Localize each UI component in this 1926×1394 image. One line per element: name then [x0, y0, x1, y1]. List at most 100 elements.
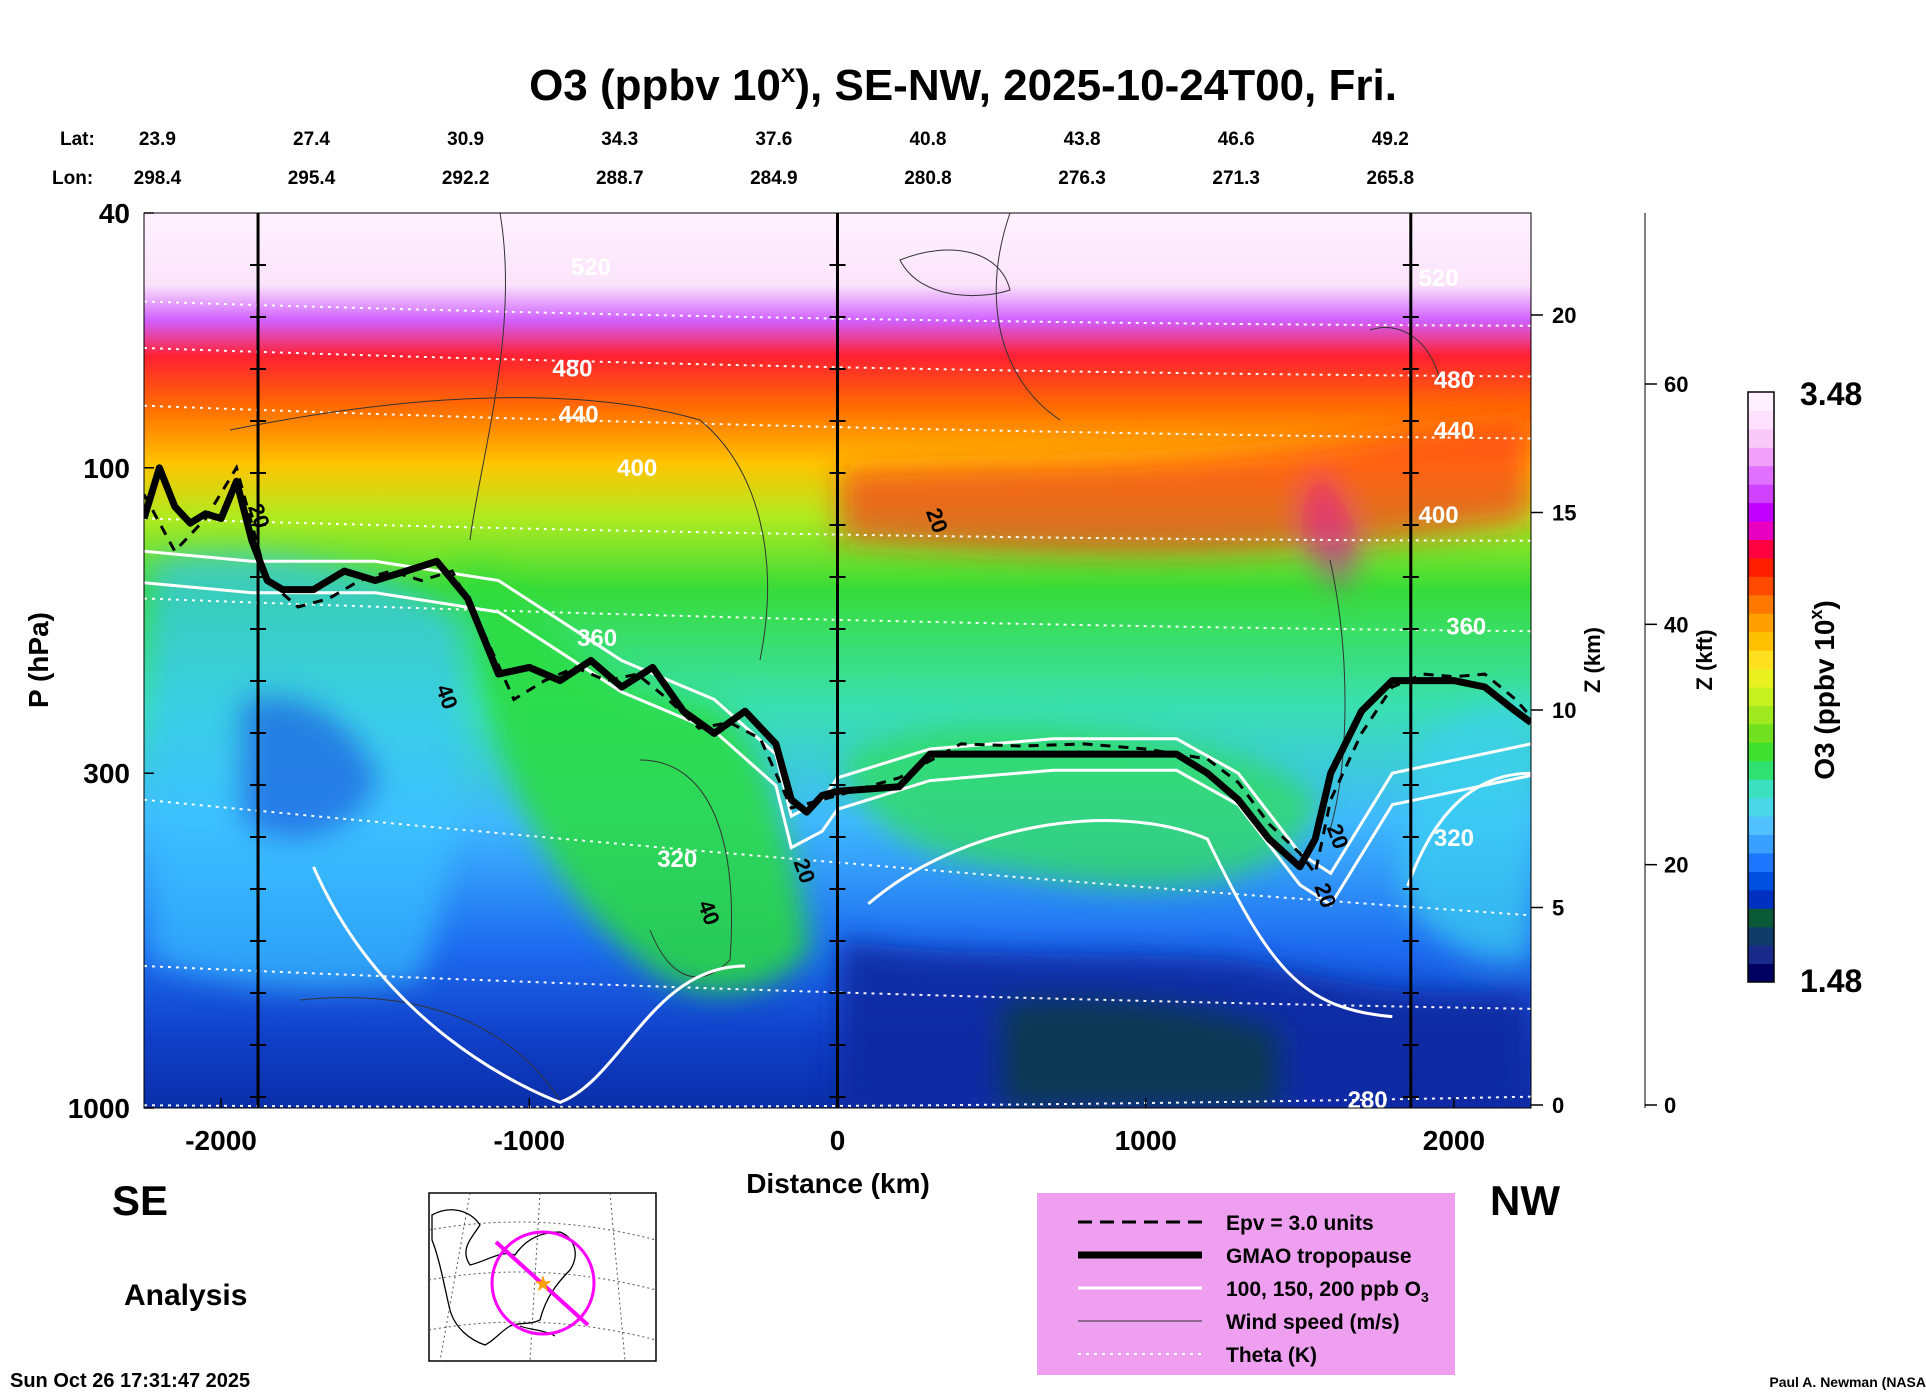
station-lon: 295.4: [288, 168, 336, 189]
x-tick-label: 0: [830, 1125, 846, 1156]
colorbar-swatch: [1748, 428, 1774, 448]
colorbar-swatch: [1748, 687, 1774, 706]
colorbar: [1747, 391, 1775, 983]
wind-contour: [229, 397, 768, 661]
theta-label: 320: [1434, 825, 1474, 852]
timestamp: Sun Oct 26 17:31:47 2025: [10, 1370, 250, 1392]
plot-area: 5204804404003603202804404003603205204802…: [144, 213, 1531, 1114]
wind-contour: [639, 759, 733, 978]
station-lat-lon-labels: 23.9 298.4 27.4 295.4 30.9 292.2 34.3 288.7 37.6…: [134, 129, 1414, 189]
legend-label: Wind speed (m/s): [1226, 1311, 1400, 1334]
theta-label: 480: [1434, 367, 1474, 394]
y-tick-label: 1000: [68, 1093, 130, 1124]
colorbar-swatch: [1748, 539, 1774, 559]
station-lat: 43.8: [1064, 129, 1101, 150]
colorbar-swatch: [1748, 392, 1774, 411]
station-lon: 292.2: [442, 168, 490, 189]
colorbar-swatch: [1748, 594, 1774, 614]
theta-label: 400: [617, 455, 657, 482]
colorbar-swatch: [1748, 779, 1774, 799]
ozone-field-features: [150, 420, 1531, 1108]
station-lat: 30.9: [447, 129, 484, 150]
x-tick-label: 1000: [1115, 1125, 1177, 1156]
lon-row-label: Lon:: [52, 168, 93, 189]
station-vertical-lines: [250, 213, 1419, 1108]
ozone-contour-200ppb: [867, 819, 1393, 1019]
colorbar-swatch: [1748, 945, 1774, 965]
x-tick-label: 2000: [1423, 1125, 1485, 1156]
colorbar-swatch: [1748, 908, 1774, 928]
colorbar-swatch: [1748, 742, 1774, 762]
colorbar-swatch: [1748, 502, 1774, 522]
colorbar-swatch: [1748, 834, 1774, 854]
legend-label: Epv = 3.0 units: [1226, 1212, 1374, 1235]
z-kft-tick-label: 60: [1664, 372, 1688, 397]
nw-direction-label: NW: [1490, 1177, 1560, 1224]
theta-label: 520: [1419, 265, 1459, 292]
theta-label: 320: [657, 846, 697, 873]
station-lon: 298.4: [134, 168, 182, 189]
colorbar-swatch: [1748, 723, 1774, 743]
colorbar-swatch: [1748, 650, 1774, 670]
colorbar-swatch: [1748, 963, 1774, 983]
legend-label: GMAO tropopause: [1226, 1245, 1412, 1268]
analysis-label: Analysis: [124, 1279, 247, 1312]
gmao-tropopause-line: [144, 464, 1531, 871]
y-tick-label: 40: [99, 198, 130, 229]
colorbar-swatch: [1748, 631, 1774, 651]
lat-row-label: Lat:: [60, 129, 95, 150]
theta-label: 280: [1348, 1087, 1388, 1114]
theta-label: 440: [559, 402, 599, 429]
star-icon: ★: [533, 1272, 553, 1297]
colorbar-swatch: [1748, 484, 1774, 504]
chart-title: O3 (ppbv 10x), SE-NW, 2025-10-24T00, Fri…: [529, 58, 1397, 110]
x-tick-label: -2000: [185, 1125, 257, 1156]
station-lon: 271.3: [1212, 168, 1260, 189]
wind-speed-contours: [229, 213, 1441, 1101]
colorbar-swatch: [1748, 926, 1774, 946]
wind-contour: [469, 213, 506, 541]
x-tick-label: -1000: [493, 1125, 565, 1156]
z-km-tick-label: 0: [1552, 1093, 1564, 1118]
inset-map-circle: [490, 1230, 596, 1336]
legend-label: Theta (K): [1226, 1344, 1317, 1367]
tropopause-lines: [144, 464, 1531, 877]
ozone-contour-200ppb: [1406, 771, 1531, 887]
credit-text: Paul A. Newman (NASA: [1769, 1374, 1926, 1390]
station-lat: 23.9: [139, 129, 176, 150]
station-lon: 265.8: [1367, 168, 1415, 189]
colorbar-swatch: [1748, 613, 1774, 633]
station-lon: 276.3: [1058, 168, 1106, 189]
station-lon: 288.7: [596, 168, 644, 189]
ozone-contour-200ppb: [312, 866, 746, 1104]
legend-label: 100, 150, 200 ppb O3: [1226, 1278, 1429, 1305]
theta-label: 520: [571, 254, 611, 281]
section-path-line: [494, 1240, 590, 1327]
colorbar-swatch: [1748, 447, 1774, 467]
station-lat: 27.4: [293, 129, 330, 150]
z-km-tick-label: 15: [1552, 501, 1576, 526]
wind-contour: [1329, 559, 1346, 831]
colorbar-label: O3 (ppbv 10x): [1806, 600, 1840, 780]
legend: Epv = 3.0 units GMAO tropopause 100, 150, …: [1037, 1193, 1455, 1375]
z-kft-axis-label: Z (kft): [1692, 629, 1717, 690]
z-kft-tick-label: 0: [1664, 1093, 1676, 1118]
x-axis: -2000 -1000 0 1000 2000: [185, 1098, 1485, 1156]
station-lat: 40.8: [909, 129, 946, 150]
ozone-contour-150ppb: [144, 581, 1531, 907]
z-kft-tick-label: 20: [1664, 853, 1688, 878]
theta-label: 360: [1446, 613, 1486, 640]
colorbar-swatch: [1748, 871, 1774, 891]
colorbar-swatch: [1748, 465, 1774, 485]
station-lon: 280.8: [904, 168, 952, 189]
z-km-axis: 0 5 10 15 20: [1530, 213, 1576, 1118]
z-kft-tick-label: 40: [1664, 612, 1688, 637]
ozone-contours: [144, 549, 1531, 1104]
colorbar-swatch: [1748, 668, 1774, 688]
station-lat: 37.6: [755, 129, 792, 150]
wind-contour: [299, 997, 561, 1101]
theta-label: 440: [1434, 417, 1474, 444]
theta-label: 480: [552, 355, 592, 382]
inset-map: ★: [428, 1192, 657, 1362]
